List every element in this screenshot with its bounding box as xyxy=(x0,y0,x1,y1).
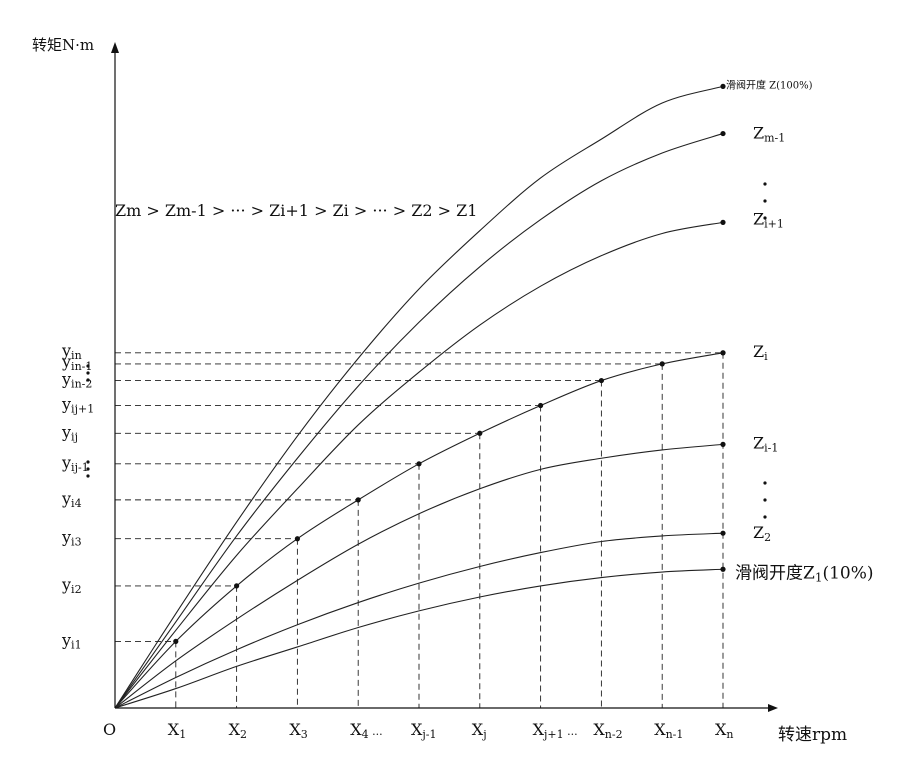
series-label: Zi-1 xyxy=(753,433,778,454)
ellipsis-dot xyxy=(763,216,767,220)
data-point xyxy=(294,536,300,542)
inequality-text: Zm > Zm-1 > ··· > Zi+1 > Zi > ··· > Z2 >… xyxy=(115,201,477,220)
x-tick-label: Xj-1 xyxy=(411,720,437,741)
ellipsis-dot xyxy=(86,371,90,375)
series-curve xyxy=(114,85,724,709)
data-point xyxy=(720,350,726,356)
series-curve xyxy=(114,532,724,709)
series-end-point xyxy=(720,219,726,225)
series-curve xyxy=(114,568,724,709)
series-end-point xyxy=(720,130,726,137)
series-curve xyxy=(114,221,724,709)
ellipsis-dot xyxy=(86,460,90,464)
series-label: Zi xyxy=(753,342,768,363)
axes xyxy=(111,42,778,712)
ellipsis-dot xyxy=(763,182,767,186)
x-tick-label: Xn-1 xyxy=(654,720,683,741)
data-point xyxy=(659,361,665,367)
x-tick-label: X2 xyxy=(229,720,247,741)
series-label: Z2 xyxy=(753,523,771,544)
series-curve xyxy=(114,352,724,709)
x-tick-label: Xj xyxy=(472,720,487,741)
series-end-point xyxy=(720,83,726,89)
ellipsis-dot xyxy=(86,474,90,478)
series-end-point xyxy=(720,441,726,447)
series-label: Zi+1 xyxy=(753,209,784,230)
ellipsis-dot xyxy=(86,364,90,368)
origin-label: O xyxy=(103,720,116,739)
ellipsis-dot xyxy=(763,199,767,203)
y-axis-arrow xyxy=(111,42,119,53)
data-point xyxy=(598,377,605,384)
ellipsis-dot xyxy=(763,481,767,485)
y-tick-label: yij xyxy=(61,422,78,443)
y-tick-label: yi3 xyxy=(61,528,82,549)
data-point xyxy=(355,497,361,503)
labels: 转矩N·m 转速rpm O Zm > Zm-1 > ··· > Zi+1 > Z… xyxy=(32,36,847,745)
x-tick-label: Xn-2 xyxy=(593,720,622,741)
y-tick-label: yin-1 xyxy=(61,352,92,373)
data-point xyxy=(538,402,544,409)
data-point xyxy=(173,638,179,645)
y-tick-label: yin xyxy=(61,341,82,362)
data-point xyxy=(234,583,240,589)
x-tick-label: X1 xyxy=(168,720,186,741)
ellipsis-dot xyxy=(86,378,90,382)
ellipsis-dot xyxy=(763,515,767,519)
series-labels: 滑阀开度 Z(100%) Zm-1 Zi+1 Zi Zi-1 Z2 滑阀开度Z1(10%) xyxy=(726,78,874,584)
ellipsis-dot xyxy=(763,498,767,502)
series-label: Zm-1 xyxy=(753,124,785,145)
guide-lines xyxy=(115,352,724,708)
y-axis-label: 转矩N·m xyxy=(32,36,94,54)
x-axis-arrow xyxy=(768,704,778,712)
x-tick-labels: X1 X2 X3 X4 ··· Xj-1 Xj Xj+1 ··· Xn-2 Xn-1 Xn xyxy=(168,720,734,741)
series-curve xyxy=(114,133,724,709)
x-tick-label: Xj+1 ··· xyxy=(533,720,578,741)
data-point xyxy=(477,430,483,436)
ellipsis-dot xyxy=(86,467,90,471)
y-tick-label: yi4 xyxy=(61,489,82,510)
y-tick-label: yij-1 xyxy=(61,453,89,474)
ellipsis-dots xyxy=(86,182,767,519)
series-label: 滑阀开度 Z(100%) xyxy=(726,78,813,91)
x-tick-label: X4 ··· xyxy=(350,720,382,741)
series-end-point xyxy=(720,530,726,536)
series-label: 滑阀开度Z1(10%) xyxy=(735,563,874,584)
data-point xyxy=(416,461,422,467)
data-points xyxy=(173,83,726,645)
curves xyxy=(114,85,724,709)
y-tick-label: yij+1 xyxy=(61,395,94,416)
y-tick-label: yi2 xyxy=(61,575,82,596)
x-tick-label: Xn xyxy=(715,720,733,741)
series-end-point xyxy=(720,566,726,572)
y-tick-label: yi1 xyxy=(61,630,82,651)
x-tick-label: X3 xyxy=(289,720,307,741)
series-curve xyxy=(114,443,724,709)
x-axis-label: 转速rpm xyxy=(778,725,847,745)
